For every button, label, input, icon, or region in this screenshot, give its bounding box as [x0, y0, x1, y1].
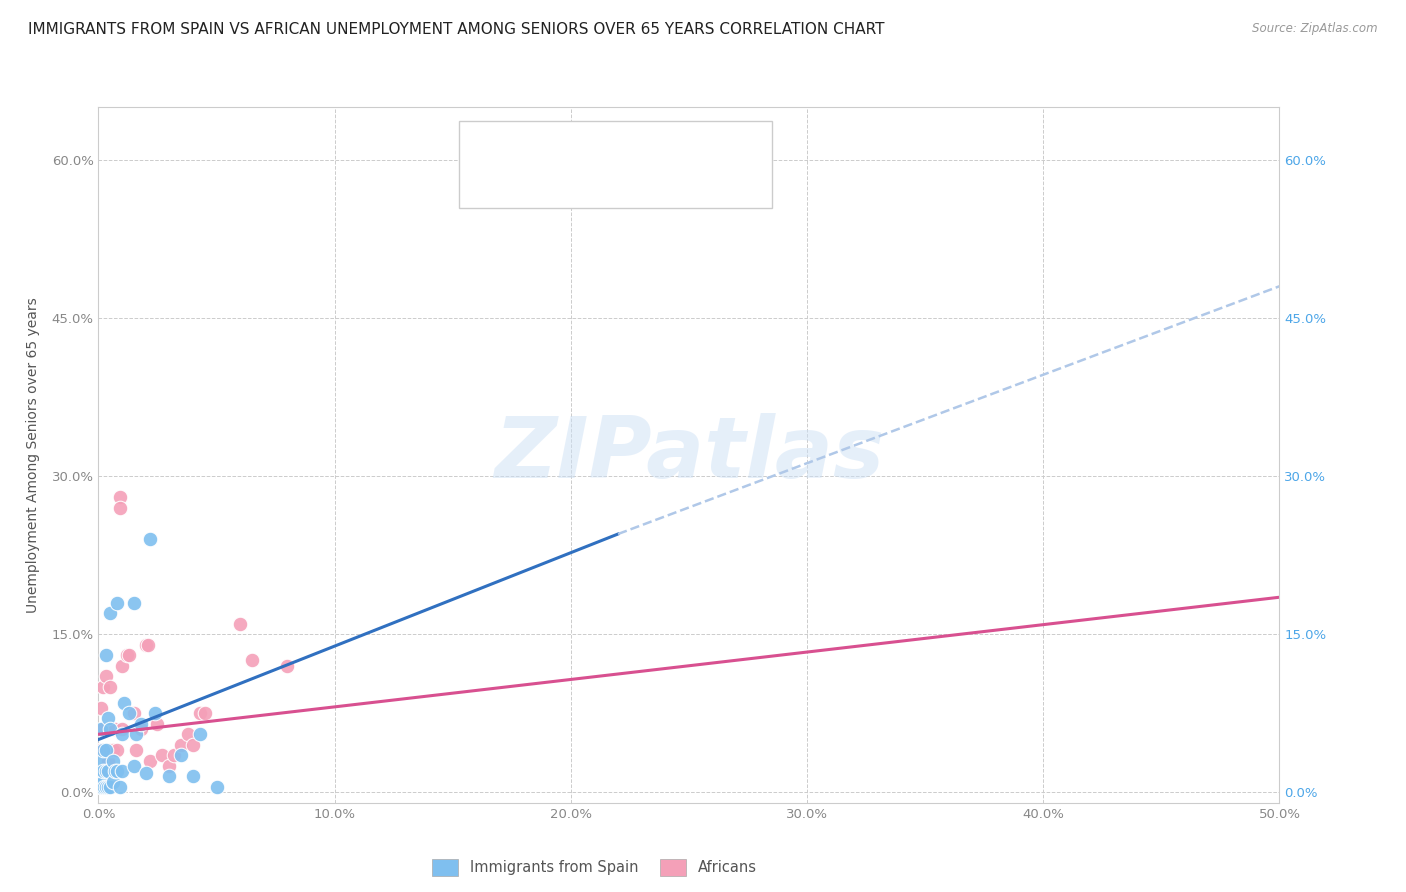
- Point: [90, 764, 112, 779]
- Point: [135, 766, 157, 780]
- Point: [101, 754, 124, 768]
- Point: [91, 764, 114, 779]
- Point: [118, 706, 141, 721]
- Point: [98, 743, 121, 757]
- Point: [135, 638, 157, 652]
- Point: [163, 748, 186, 763]
- Text: IMMIGRANTS FROM SPAIN VS AFRICAN UNEMPLOYMENT AMONG SENIORS OVER 65 YEARS CORREL: IMMIGRANTS FROM SPAIN VS AFRICAN UNEMPLO…: [28, 22, 884, 37]
- Point: [108, 500, 131, 515]
- Point: [89, 780, 111, 794]
- Point: [240, 653, 263, 667]
- Point: [157, 759, 180, 773]
- Point: [205, 780, 228, 794]
- Point: [94, 669, 117, 683]
- Point: [129, 716, 152, 731]
- Point: [90, 701, 112, 715]
- Point: [97, 754, 120, 768]
- Point: [104, 722, 127, 736]
- Point: [139, 533, 162, 547]
- Point: [98, 722, 121, 736]
- Point: [104, 764, 127, 779]
- Point: [139, 754, 162, 768]
- Legend: Immigrants from Spain, Africans: Immigrants from Spain, Africans: [432, 859, 756, 876]
- Point: [181, 769, 204, 783]
- Point: [91, 764, 114, 779]
- Point: [129, 722, 152, 736]
- Text: Source: ZipAtlas.com: Source: ZipAtlas.com: [1253, 22, 1378, 36]
- Point: [98, 780, 121, 794]
- Point: [94, 648, 117, 663]
- Point: [118, 648, 141, 663]
- Point: [125, 743, 148, 757]
- Point: [188, 706, 211, 721]
- Point: [89, 743, 111, 757]
- Point: [111, 764, 134, 779]
- Point: [115, 648, 138, 663]
- Point: [90, 743, 112, 757]
- Point: [97, 711, 120, 725]
- Y-axis label: Unemployment Among Seniors over 65 years: Unemployment Among Seniors over 65 years: [27, 297, 41, 613]
- Point: [97, 780, 120, 794]
- Point: [101, 774, 124, 789]
- Point: [170, 748, 193, 763]
- Point: [143, 706, 166, 721]
- Point: [122, 595, 145, 609]
- Point: [194, 706, 217, 721]
- Point: [91, 680, 114, 694]
- Point: [98, 680, 121, 694]
- Point: [94, 764, 117, 779]
- Point: [93, 780, 115, 794]
- Point: [108, 780, 131, 794]
- Point: [112, 696, 135, 710]
- Point: [101, 743, 124, 757]
- Point: [91, 743, 114, 757]
- Point: [136, 638, 159, 652]
- Point: [229, 616, 252, 631]
- Point: [188, 727, 211, 741]
- Point: [91, 780, 114, 794]
- Point: [146, 716, 169, 731]
- Point: [90, 754, 112, 768]
- Point: [94, 764, 117, 779]
- Point: [105, 743, 128, 757]
- Point: [90, 722, 112, 736]
- Point: [111, 658, 134, 673]
- Point: [150, 748, 173, 763]
- Point: [97, 764, 120, 779]
- Point: [94, 743, 117, 757]
- Point: [170, 738, 193, 752]
- Point: [122, 759, 145, 773]
- Point: [177, 727, 200, 741]
- Point: [105, 595, 128, 609]
- Point: [89, 774, 111, 789]
- Point: [276, 658, 298, 673]
- Point: [157, 769, 180, 783]
- Point: [111, 722, 134, 736]
- Point: [94, 780, 117, 794]
- Text: ZIPatlas: ZIPatlas: [494, 413, 884, 497]
- Point: [181, 738, 204, 752]
- Point: [108, 490, 131, 504]
- Point: [111, 727, 134, 741]
- Point: [91, 722, 114, 736]
- Point: [91, 774, 114, 789]
- Point: [125, 727, 148, 741]
- Point: [98, 606, 121, 620]
- Point: [105, 764, 128, 779]
- Point: [122, 706, 145, 721]
